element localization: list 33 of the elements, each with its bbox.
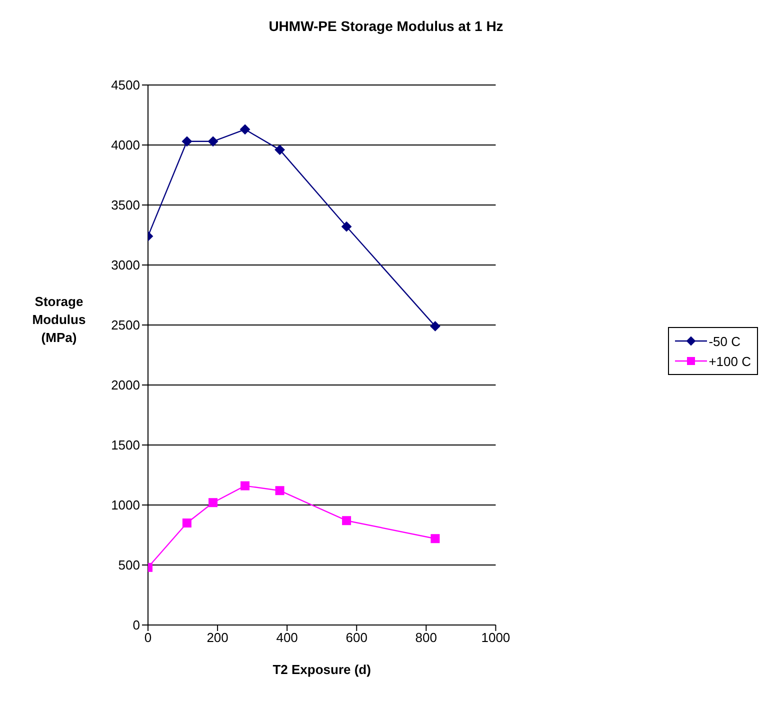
y-tick-label: 3000 bbox=[111, 258, 140, 273]
y-axis-title: Storage Modulus (MPa) bbox=[31, 293, 87, 347]
y-tick-label: 3500 bbox=[111, 198, 140, 213]
y-tick-label: 1000 bbox=[111, 498, 140, 513]
y-tick-label: 4500 bbox=[111, 78, 140, 93]
x-tick-label: 600 bbox=[346, 630, 368, 646]
x-tick-label: 200 bbox=[206, 630, 228, 646]
y-tick-label: 1500 bbox=[111, 438, 140, 453]
point bbox=[430, 321, 440, 332]
x-tick-label: 800 bbox=[415, 630, 438, 646]
y-tick-label: 500 bbox=[118, 558, 140, 573]
point bbox=[182, 136, 192, 146]
x-axis-title: T2 Exposure (d) bbox=[272, 662, 371, 677]
chart-title: UHMW-PE Storage Modulus at 1 Hz bbox=[268, 18, 504, 34]
legend-label: -50 C bbox=[708, 334, 740, 348]
point bbox=[182, 518, 192, 528]
y-tick-label: 4000 bbox=[111, 138, 140, 153]
point bbox=[208, 136, 218, 146]
point bbox=[274, 144, 285, 155]
x-tick-label: 400 bbox=[276, 630, 298, 646]
point bbox=[342, 516, 352, 526]
point bbox=[430, 534, 440, 544]
x-tick-label: 1000 bbox=[481, 630, 510, 646]
point bbox=[240, 481, 250, 490]
point bbox=[240, 124, 250, 134]
point bbox=[208, 498, 218, 508]
y-tick-label: 0 bbox=[132, 618, 140, 633]
x-tick-label: 0 bbox=[144, 630, 152, 646]
point bbox=[342, 222, 352, 232]
y-tick-label: 2500 bbox=[111, 318, 140, 333]
y-tick-label: 2000 bbox=[111, 378, 140, 393]
legend-label: +100 C bbox=[708, 354, 751, 368]
point bbox=[275, 486, 284, 496]
